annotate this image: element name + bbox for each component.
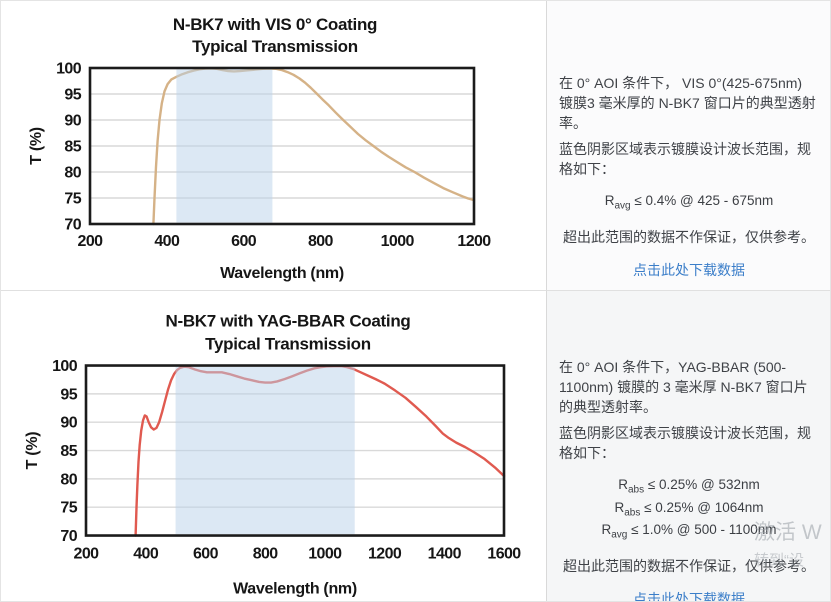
plot-border <box>88 66 476 226</box>
spec-symbol: R <box>618 477 628 492</box>
y-axis-label: T (%) <box>28 127 45 165</box>
description-paragraph: 在 0° AOI 条件下，YAG-BBAR (500-1100nm) 镀膜的 3… <box>559 359 808 415</box>
x-tick-label: 200 <box>74 546 100 563</box>
description-paragraph: 在 0° AOI 条件下， VIS 0°(425-675nm) 镀膜3 毫米厚的… <box>559 75 816 131</box>
spec-value: ≤ 0.25% @ 532nm <box>644 477 760 492</box>
yag-description-quadrant: 在 0° AOI 条件下，YAG-BBAR (500-1100nm) 镀膜的 3… <box>546 290 830 602</box>
transmission-chart-yag-bbar: 70 75 80 85 90 95 100 200 400 600 800 1000 1200 1400 1… <box>24 312 522 598</box>
x-tick-label: 200 <box>78 233 104 250</box>
x-axis-label: Wavelength (nm) <box>220 265 344 282</box>
y-tick-label: 90 <box>64 113 81 130</box>
spec-value: ≤ 1.0% @ 500 - 1100nm <box>627 522 777 538</box>
download-link-row: 点击此处下载数据 <box>559 260 819 280</box>
transmission-chart-vis: 70 75 80 85 90 95 100 200 400 600 800 1000 1200 N-BK7… <box>28 15 492 282</box>
x-tick-label: 800 <box>308 233 334 250</box>
disclaimer-text: 超出此范围的数据不作保证，仅供参考。 <box>563 228 815 245</box>
x-tick-label: 1200 <box>457 233 491 250</box>
download-data-link[interactable]: 点击此处下载数据 <box>633 261 745 278</box>
spec-symbol: R <box>601 522 612 538</box>
y-tick-label: 70 <box>64 217 81 234</box>
x-tick-label: 1200 <box>368 546 402 563</box>
y-axis-label: T (%) <box>24 432 41 470</box>
coating-specs: Ravg ≤ 0.4% @ 425 - 675nm <box>559 192 819 215</box>
download-link-row: 点击此处下载数据 <box>559 589 819 602</box>
disclaimer-text: 超出此范围的数据不作保证，仅供参考。 <box>563 558 815 575</box>
x-tick-label: 1600 <box>487 546 521 563</box>
spec-subscript: avg <box>611 530 628 542</box>
y-tick-label: 95 <box>64 87 81 104</box>
y-tick-label: 90 <box>60 415 77 432</box>
spec-value: ≤ 0.25% @ 1064nm <box>640 499 764 515</box>
x-tick-label: 400 <box>133 546 159 563</box>
y-tick-label: 100 <box>52 358 78 375</box>
chart-subtitle: Typical Transmission <box>192 37 358 56</box>
chart-title: N-BK7 with YAG-BBAR Coating <box>165 312 410 331</box>
download-data-link[interactable]: 点击此处下载数据 <box>633 591 745 602</box>
plot-border <box>84 364 506 537</box>
y-tick-label: 100 <box>56 61 82 78</box>
spec-value: ≤ 0.4% @ 425 - 675nm <box>630 193 774 208</box>
x-tick-label: 1000 <box>308 546 342 563</box>
y-tick-label: 80 <box>64 165 81 182</box>
spec-subscript: abs <box>627 484 645 496</box>
vis-chart-quadrant: 70 75 80 85 90 95 100 200 400 600 800 1000 1200 N-BK7… <box>1 1 546 290</box>
y-tick-label: 70 <box>60 528 77 545</box>
coating-specs: Rabs ≤ 0.25% @ 532nm Rabs ≤ 0.25% @ 1064… <box>559 476 819 544</box>
chart-title: N-BK7 with VIS 0° Coating <box>173 15 377 34</box>
vis-description-quadrant: 在 0° AOI 条件下， VIS 0°(425-675nm) 镀膜3 毫米厚的… <box>546 1 830 290</box>
x-tick-label: 1400 <box>428 546 462 563</box>
spec-line: Ravg ≤ 0.4% @ 425 - 675nm <box>559 192 819 215</box>
spec-line: Rabs ≤ 0.25% @ 1064nm <box>559 499 819 522</box>
spec-line: Ravg ≤ 1.0% @ 500 - 1100nm <box>559 521 819 544</box>
yag-description-panel: 在 0° AOI 条件下，YAG-BBAR (500-1100nm) 镀膜的 3… <box>547 291 830 602</box>
design-wavelength-band <box>175 366 355 535</box>
x-tick-label: 1000 <box>381 233 415 250</box>
yag-chart-quadrant: 70 75 80 85 90 95 100 200 400 600 800 1000 1200 1400 1… <box>1 290 546 601</box>
x-axis-label: Wavelength (nm) <box>233 581 357 598</box>
x-tick-label: 600 <box>193 546 219 563</box>
y-tick-label: 80 <box>60 471 77 488</box>
y-tick-label: 85 <box>60 443 77 460</box>
x-tick-label: 400 <box>154 233 180 250</box>
y-tick-label: 75 <box>60 500 77 517</box>
typical-transmission-vis0-line <box>152 67 476 226</box>
x-tick-label: 800 <box>253 546 279 563</box>
vis-description-panel: 在 0° AOI 条件下， VIS 0°(425-675nm) 镀膜3 毫米厚的… <box>547 1 830 280</box>
spec-subscript: abs <box>624 507 641 519</box>
spec-symbol: R <box>604 193 615 208</box>
design-wavelength-band <box>176 69 273 223</box>
spec-line: Rabs ≤ 0.25% @ 532nm <box>559 476 819 499</box>
band-explanation-paragraph: 蓝色阴影区域表示镀膜设计波长范围，规格如下： <box>559 425 811 461</box>
y-tick-label: 75 <box>64 191 81 208</box>
chart-subtitle: Typical Transmission <box>205 335 371 354</box>
y-tick-label: 95 <box>60 386 77 403</box>
spec-symbol: R <box>614 499 625 515</box>
spec-subscript: avg <box>614 200 631 212</box>
band-explanation-paragraph: 蓝色阴影区域表示镀膜设计波长范围，规格如下： <box>559 141 811 177</box>
x-tick-label: 600 <box>231 233 257 250</box>
y-tick-label: 85 <box>64 139 81 156</box>
